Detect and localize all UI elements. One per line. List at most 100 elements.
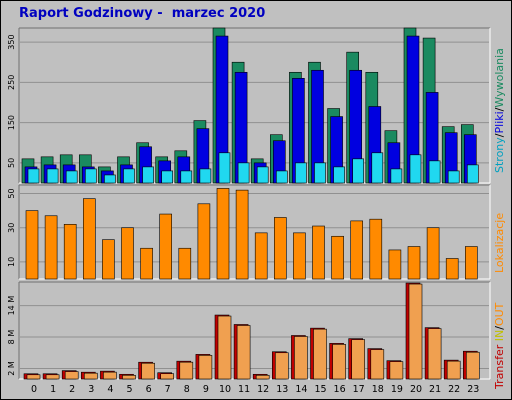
- bar-lokalizacje-10: [216, 188, 230, 280]
- x-tick-label-18: 18: [372, 384, 384, 395]
- bar-strony-21: [428, 160, 441, 184]
- bar-lokalizacje-6: [140, 247, 153, 280]
- legend-hits-files-pages: Strony/Pliki/Wywolania: [493, 48, 506, 173]
- legend-separator-1: /: [493, 133, 506, 138]
- bar-transfer-8: [179, 361, 194, 380]
- x-tick-label-6: 6: [146, 384, 152, 395]
- legend-separator-2: /: [493, 107, 506, 112]
- x-tick-label-10: 10: [219, 384, 231, 395]
- bar-lokalizacje-20: [407, 246, 421, 280]
- bar-strony-1: [46, 168, 59, 184]
- x-tick-label-0: 0: [31, 384, 37, 395]
- bar-transfer-15: [313, 328, 327, 380]
- bar-strony-0: [27, 168, 40, 184]
- legend-wywolania: Wywolania: [493, 48, 506, 108]
- chart1-ytick-label: 50: [7, 158, 16, 168]
- legend-lokalizacje: Lokalizacje: [493, 212, 506, 273]
- chart2-ytick-label: 50: [7, 188, 16, 198]
- chart1-ytick-label: 250: [7, 75, 16, 90]
- bar-transfer-12: [255, 374, 270, 380]
- bar-lokalizacje-19: [388, 249, 402, 280]
- bar-transfer-23: [465, 351, 480, 380]
- chart3-ytick-label: 14 M: [7, 296, 16, 316]
- bar-transfer-16: [332, 344, 346, 380]
- bar-strony-15: [314, 162, 326, 184]
- bar-strony-18: [371, 152, 384, 184]
- bar-strony-23: [466, 164, 479, 184]
- legend-separator-3: /: [493, 326, 506, 330]
- x-tick-label-22: 22: [448, 384, 460, 395]
- bar-strony-12: [256, 166, 269, 184]
- bar-strony-8: [180, 170, 193, 184]
- bar-lokalizacje-8: [178, 247, 192, 280]
- legend-transfer: Transfer IN/OUT: [493, 303, 506, 389]
- x-tick-label-21: 21: [429, 384, 441, 395]
- x-tick-label-20: 20: [410, 384, 422, 395]
- bar-strony-9: [199, 168, 212, 184]
- bar-strony-11: [237, 162, 250, 184]
- legend-strony: Strony: [493, 137, 506, 173]
- x-axis-hours: 0 1 2 3 4 5 6 7 8 9 10 11 12 13 14 15 16 17 18 19 20 21 22 23: [31, 384, 479, 395]
- panel-transfer: 2 M 8 M 14 M: [7, 281, 491, 380]
- bar-strony-7: [161, 170, 173, 184]
- bar-transfer-18: [370, 349, 385, 380]
- bar-transfer-5: [122, 374, 136, 380]
- bar-strony-16: [333, 166, 345, 184]
- bar-strony-10: [218, 152, 231, 184]
- page-title: Raport Godzinowy - marzec 2020: [19, 6, 266, 21]
- bar-transfer-11: [236, 325, 251, 380]
- bar-strony-5: [123, 168, 135, 184]
- x-tick-label-2: 2: [69, 384, 75, 395]
- x-tick-label-14: 14: [295, 384, 307, 395]
- x-tick-label-11: 11: [238, 384, 250, 395]
- bar-transfer-2: [64, 371, 79, 380]
- legend-in: IN: [493, 329, 506, 342]
- bar-lokalizacje-16: [331, 235, 344, 280]
- chart1-ytick-label: 150: [7, 115, 16, 130]
- bar-transfer-3: [84, 372, 98, 380]
- bar-lokalizacje-5: [121, 227, 134, 280]
- legend-out: OUT: [493, 302, 506, 327]
- bar-transfer-22: [446, 360, 461, 380]
- bar-strony-3: [85, 168, 97, 184]
- bar-lokalizacje-13: [273, 217, 287, 280]
- bar-transfer-17: [351, 339, 366, 380]
- x-tick-label-1: 1: [50, 384, 56, 395]
- x-tick-label-7: 7: [165, 384, 171, 395]
- chart3-ytick-label: 2 M: [7, 361, 16, 376]
- x-tick-label-13: 13: [276, 384, 288, 395]
- bar-lokalizacje-9: [197, 203, 211, 280]
- bar-transfer-10: [217, 315, 232, 380]
- bar-transfer-19: [389, 361, 404, 380]
- chart2-ytick-label: 30: [7, 223, 16, 233]
- bar-strony-22: [447, 170, 460, 184]
- chart3-ytick-label: 8 M: [7, 330, 16, 345]
- chart1-ytick-label: 350: [7, 34, 16, 49]
- panel-hits-files-pages: 50 150 250 350: [7, 27, 491, 184]
- bar-transfer-0: [26, 374, 41, 380]
- bar-strony-19: [390, 168, 403, 184]
- bar-strony-2: [65, 170, 78, 184]
- bar-transfer-6: [141, 362, 155, 380]
- x-tick-label-8: 8: [184, 384, 190, 395]
- bar-transfer-20: [408, 283, 423, 380]
- bar-lokalizacje-23: [464, 246, 478, 280]
- bar-lokalizacje-2: [63, 224, 77, 280]
- bar-transfer-14: [294, 336, 308, 380]
- bar-lokalizacje-14: [293, 232, 306, 280]
- bar-strony-13: [275, 170, 288, 184]
- bar-strony-20: [409, 154, 422, 184]
- bar-lokalizacje-11: [235, 189, 249, 280]
- bar-strony-14: [295, 162, 307, 184]
- bar-lokalizacje-7: [159, 213, 172, 280]
- legend-transfer-label: Transfer: [493, 344, 506, 389]
- x-tick-label-9: 9: [203, 384, 209, 395]
- x-tick-label-12: 12: [257, 384, 269, 395]
- bar-lokalizacje-12: [254, 232, 268, 280]
- panel-sites: 10 30 50: [7, 184, 491, 280]
- bar-lokalizacje-0: [25, 210, 39, 280]
- x-tick-label-15: 15: [314, 384, 326, 395]
- bar-transfer-13: [274, 352, 289, 380]
- bar-lokalizacje-1: [44, 215, 58, 280]
